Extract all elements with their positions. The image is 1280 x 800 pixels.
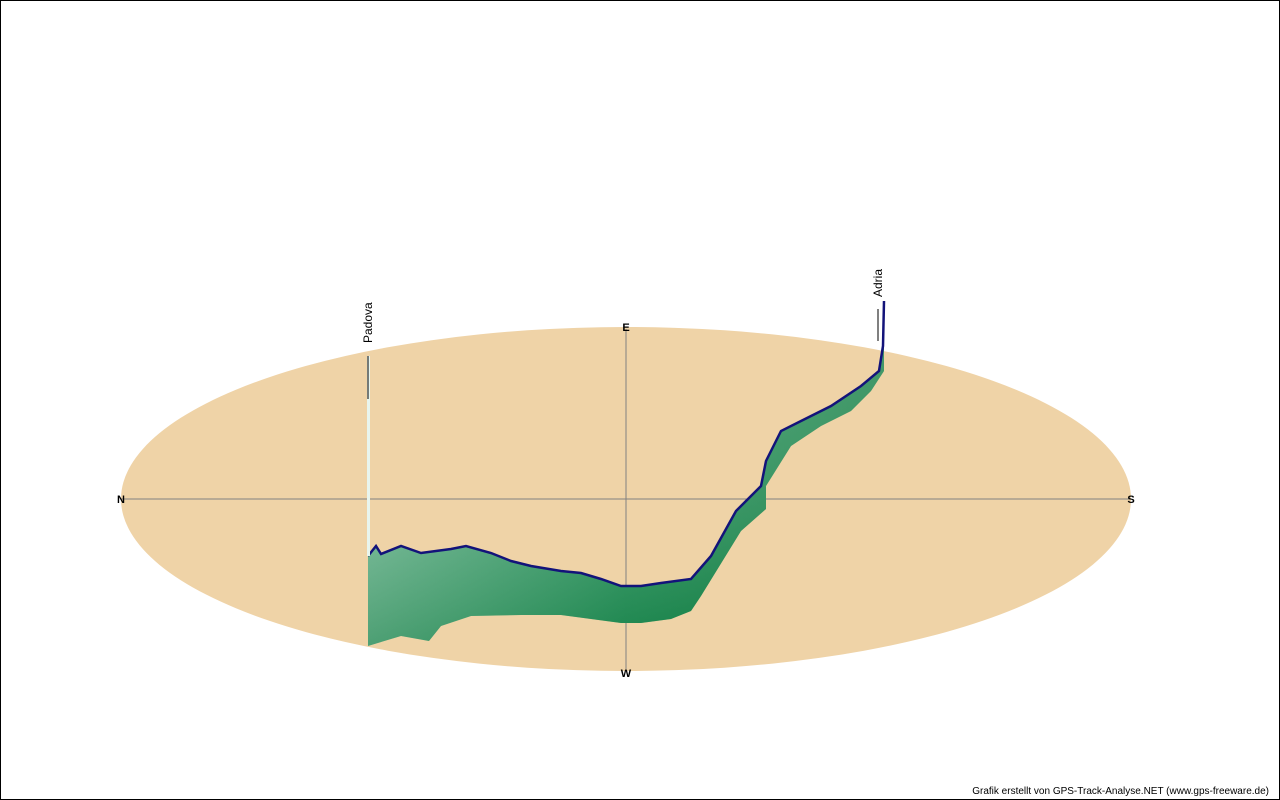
start-pole <box>367 356 370 556</box>
south-label: S <box>1127 494 1134 506</box>
east-label: E <box>622 322 629 334</box>
track-shade <box>368 301 884 646</box>
north-label: N <box>117 494 125 506</box>
track-line <box>367 300 886 588</box>
credit: Grafik erstellt von GPS-Track-Analyse.NE… <box>972 786 1269 797</box>
start-label: Padova <box>361 302 375 343</box>
track-curtain <box>367 300 886 646</box>
end-label: Adria <box>871 269 885 297</box>
west-label: W <box>621 668 632 680</box>
